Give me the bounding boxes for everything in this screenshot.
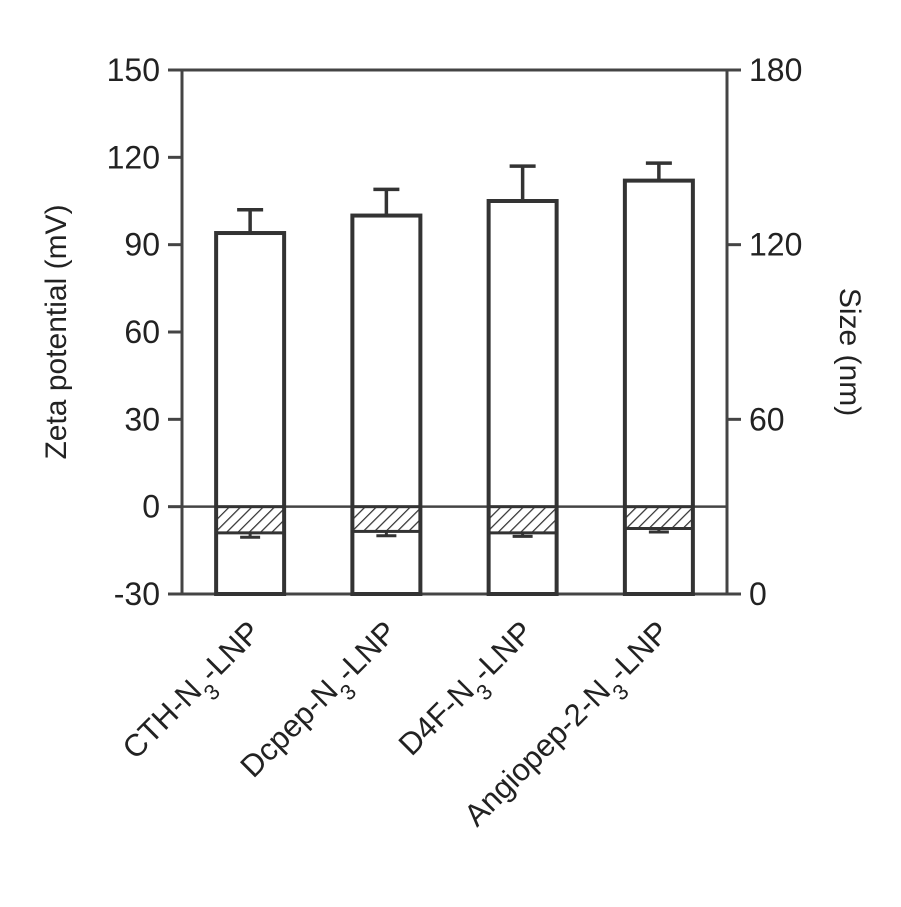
y-axis-left-label: Zeta potential (mV) bbox=[40, 204, 73, 459]
zeta-bar bbox=[350, 505, 422, 533]
zeta-bar bbox=[623, 505, 695, 530]
zeta-bar bbox=[487, 505, 559, 535]
right-tick-label: 0 bbox=[749, 576, 767, 612]
right-tick-label: 60 bbox=[749, 401, 785, 437]
bars bbox=[214, 161, 695, 597]
left-tick-label: 120 bbox=[107, 139, 160, 175]
right-tick-label: 180 bbox=[749, 52, 802, 88]
y-axis-right-label: Size (nm) bbox=[833, 288, 866, 416]
left-tick-label: 30 bbox=[124, 401, 160, 437]
zeta-bar bbox=[214, 505, 286, 535]
left-tick-label: -30 bbox=[114, 576, 160, 612]
axis-labels: Zeta potential (mV) Size (nm) bbox=[40, 204, 866, 459]
size-bar bbox=[214, 231, 287, 596]
left-tick-label: 90 bbox=[124, 227, 160, 263]
axis-ticks: 150 120 90 60 30 0 -30 180 120 60 0 bbox=[107, 52, 803, 612]
category-labels: CTH-N3-LNPDcpep-N3-LNPD4F-N3-LNPAngiopep… bbox=[116, 614, 676, 833]
left-tick-label: 0 bbox=[142, 489, 160, 525]
left-tick-label: 60 bbox=[124, 314, 160, 350]
right-tick-label: 120 bbox=[749, 227, 802, 263]
left-tick-label: 150 bbox=[107, 52, 160, 88]
